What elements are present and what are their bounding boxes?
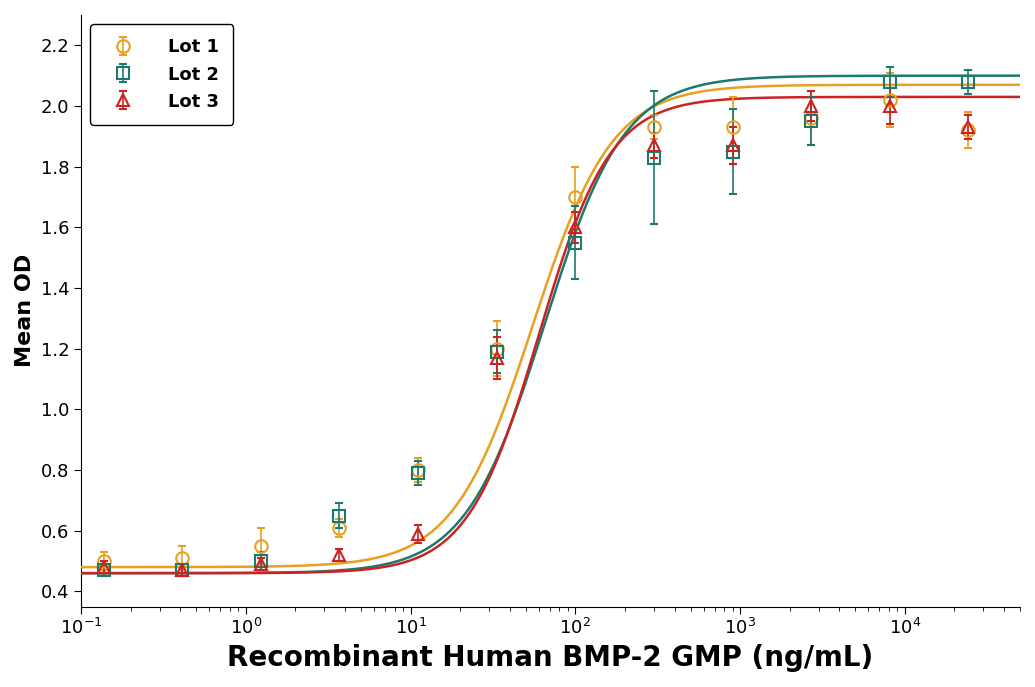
- Legend: Lot 1, Lot 2, Lot 3: Lot 1, Lot 2, Lot 3: [90, 24, 233, 125]
- Y-axis label: Mean OD: Mean OD: [14, 254, 35, 368]
- X-axis label: Recombinant Human BMP-2 GMP (ng/mL): Recombinant Human BMP-2 GMP (ng/mL): [228, 644, 874, 672]
